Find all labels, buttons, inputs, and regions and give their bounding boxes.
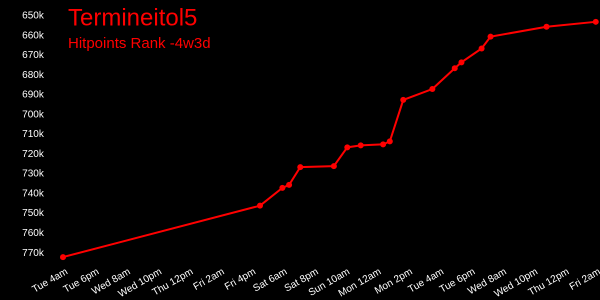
y-tick-label: 710k	[22, 129, 45, 140]
data-point	[279, 184, 286, 191]
data-point	[286, 181, 293, 188]
chart-title: Termineitol5	[68, 4, 197, 31]
y-tick-label: 650k	[22, 11, 45, 22]
y-tick-label: 750k	[22, 208, 45, 219]
y-tick-label: 760k	[22, 228, 45, 239]
y-tick-label: 700k	[22, 109, 45, 120]
data-point	[256, 202, 263, 209]
chart-subtitle: Hitpoints Rank -4w3d	[68, 35, 211, 52]
data-point	[478, 45, 485, 52]
data-point	[330, 163, 337, 170]
data-point	[297, 164, 304, 171]
y-tick-label: 680k	[22, 70, 45, 81]
data-point	[380, 141, 387, 148]
y-tick-label: 740k	[22, 188, 45, 199]
data-point	[487, 33, 494, 40]
data-point	[451, 65, 458, 72]
data-point	[386, 138, 393, 145]
data-point	[458, 59, 465, 66]
data-point	[60, 254, 66, 261]
data-point	[357, 142, 364, 149]
y-tick-label: 660k	[22, 30, 45, 41]
y-tick-label: 690k	[22, 90, 45, 101]
y-tick-label: 720k	[22, 149, 45, 160]
y-tick-label: 730k	[22, 169, 45, 180]
data-point	[344, 144, 351, 151]
data-point	[400, 96, 407, 103]
data-point	[429, 86, 436, 93]
data-point	[592, 18, 599, 25]
y-tick-label: 670k	[22, 50, 45, 61]
data-point	[543, 23, 550, 30]
y-tick-label: 770k	[22, 248, 45, 259]
